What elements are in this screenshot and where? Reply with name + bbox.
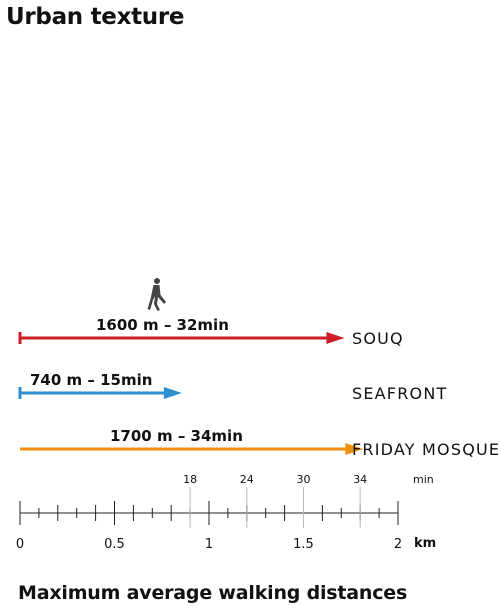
route-seafront: 740 m – 15min SEAFRONT	[18, 371, 447, 403]
destination-label: FRIDAY MOSQUE	[352, 440, 500, 459]
minute-label: 34	[353, 473, 367, 486]
caption: Maximum average walking distances	[18, 582, 408, 604]
destination-label: SOUQ	[352, 329, 404, 348]
route-souq: 1600 m – 32min SOUQ	[18, 316, 404, 348]
km-tick-label: 0.5	[104, 537, 125, 552]
route-distance-label: 1700 m – 34min	[110, 427, 243, 445]
pedestrian-icon	[147, 278, 166, 311]
km-tick-label: 1.5	[293, 537, 314, 552]
destination-label: SEAFRONT	[352, 384, 447, 403]
km-tick-label: 1	[205, 537, 213, 552]
distance-scale: 0 0.5 1 1.5 2 km 18 24 30 34 min	[16, 473, 436, 552]
min-unit-label: min	[413, 473, 434, 486]
route-arrowhead	[163, 387, 182, 399]
minute-label: 18	[183, 473, 197, 486]
routes-layer: 1600 m – 32min SOUQ 740 m – 15min SEAFRONT 1…	[18, 316, 500, 459]
minute-label: 30	[297, 473, 311, 486]
km-tick-label: 2	[394, 537, 402, 552]
page-title: Urban texture	[6, 4, 185, 30]
km-tick-label: 0	[16, 537, 24, 552]
route-friday-mosque: 1700 m – 34min FRIDAY MOSQUE	[20, 427, 500, 459]
route-distance-label: 1600 m – 32min	[96, 316, 229, 334]
route-arrowhead	[326, 332, 345, 344]
minute-label: 24	[240, 473, 254, 486]
route-arrowhead	[345, 443, 364, 455]
route-distance-label: 740 m – 15min	[30, 371, 152, 389]
km-unit-label: km	[414, 536, 436, 551]
